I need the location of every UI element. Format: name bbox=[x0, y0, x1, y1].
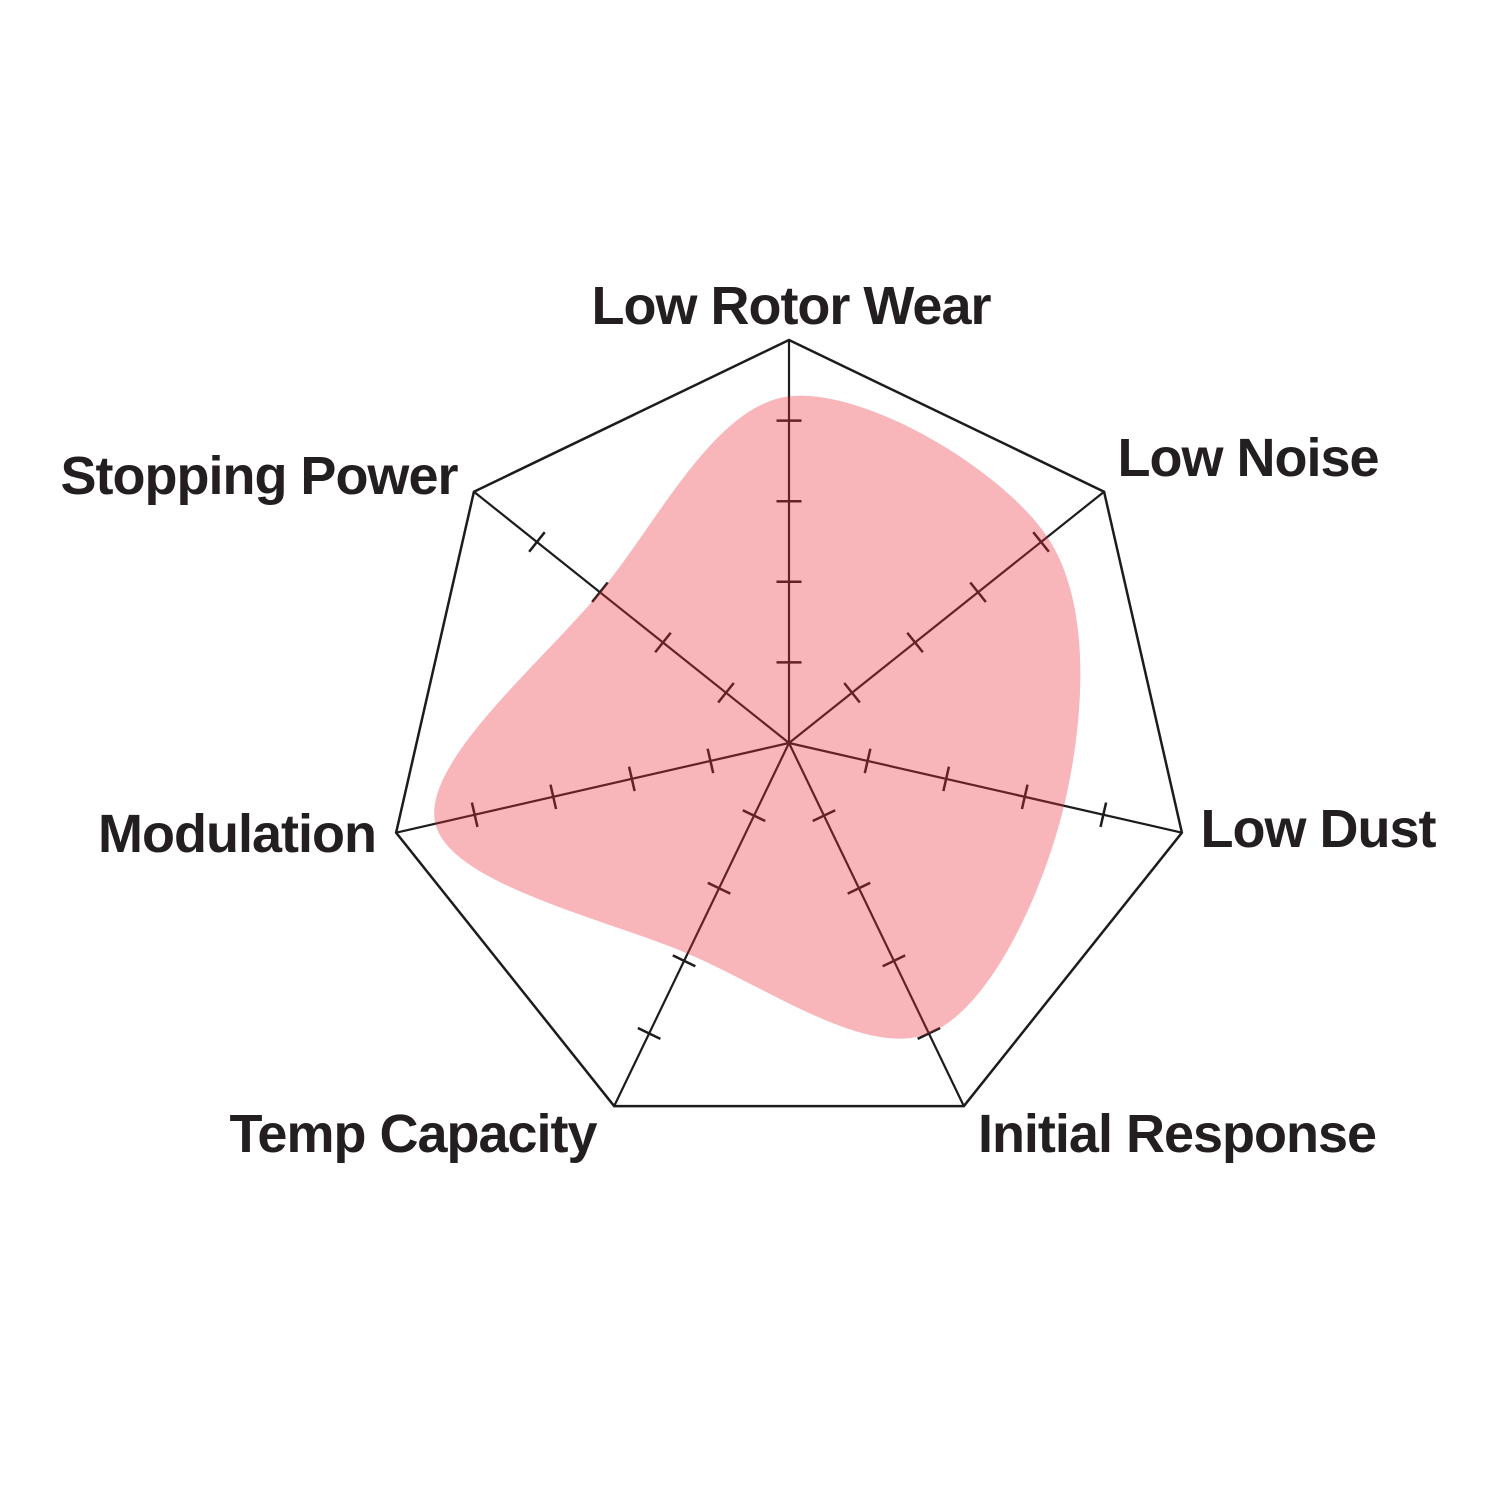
axis-label-modulation: Modulation bbox=[98, 804, 377, 864]
axis-label-low-rotor-wear: Low Rotor Wear bbox=[591, 276, 991, 336]
radar-spokes bbox=[395, 340, 1183, 1107]
radar-outer-ring bbox=[394, 338, 1184, 1108]
radar-tick-marks bbox=[470, 419, 1108, 1041]
axis-label-low-noise: Low Noise bbox=[1117, 428, 1379, 488]
axis-label-initial-response: Initial Response bbox=[977, 1104, 1377, 1164]
axis-label-stopping-power: Stopping Power bbox=[60, 446, 459, 506]
axis-label-low-dust: Low Dust bbox=[1200, 799, 1437, 859]
radar-data-area bbox=[434, 395, 1081, 1039]
axis-label-temp-capacity: Temp Capacity bbox=[229, 1104, 597, 1164]
